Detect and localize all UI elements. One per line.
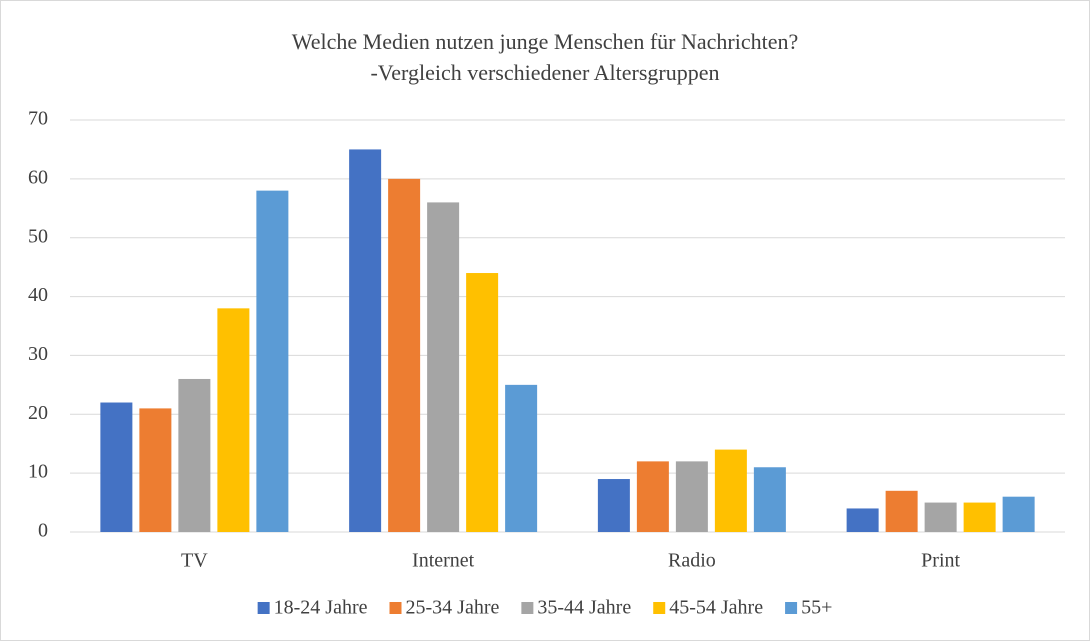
y-tick-label: 10 (28, 461, 48, 483)
legend-label: 18-24 Jahre (274, 597, 368, 619)
bar (963, 502, 996, 532)
legend-swatch (653, 602, 666, 614)
legend-label: 55+ (801, 597, 832, 619)
x-tick-label: TV (181, 550, 208, 572)
y-tick-label: 60 (28, 166, 48, 188)
bar (636, 461, 669, 532)
x-tick-label: Internet (412, 550, 475, 572)
bar (466, 273, 499, 532)
bar (597, 479, 630, 532)
legend-swatch (257, 602, 270, 614)
legend-label: 35-44 Jahre (537, 597, 631, 619)
x-tick-label: Print (921, 550, 960, 572)
chart-subtitle: -Vergleich verschiedener Altersgruppen (370, 60, 719, 85)
bar (388, 178, 421, 532)
legend-swatch (521, 602, 534, 614)
chart-title: Welche Medien nutzen junge Menschen für … (292, 29, 798, 54)
bar (178, 378, 211, 532)
bar (505, 384, 538, 532)
legend-swatch (785, 602, 798, 614)
y-tick-label: 50 (28, 225, 48, 247)
bar (256, 190, 289, 532)
bar (217, 308, 250, 532)
bar (139, 408, 172, 532)
x-tick-label: Radio (668, 550, 716, 572)
bar (349, 149, 382, 532)
y-tick-label: 30 (28, 343, 48, 365)
bar (753, 467, 786, 532)
bar (924, 502, 957, 532)
bar (714, 449, 747, 532)
legend-label: 25-34 Jahre (406, 597, 500, 619)
bar (1002, 496, 1035, 532)
legend-label: 45-54 Jahre (669, 597, 763, 619)
y-tick-label: 0 (38, 520, 48, 542)
bar (427, 202, 460, 532)
bar (885, 490, 918, 532)
bar (675, 461, 708, 532)
y-tick-label: 20 (28, 402, 48, 424)
bar (846, 508, 879, 532)
legend-swatch (389, 602, 402, 614)
y-tick-label: 40 (28, 284, 48, 306)
bar (100, 402, 133, 532)
y-tick-label: 70 (28, 108, 48, 130)
